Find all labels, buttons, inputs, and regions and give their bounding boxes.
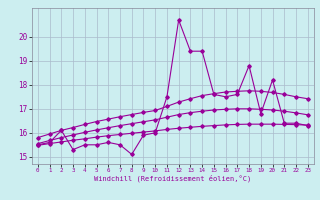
X-axis label: Windchill (Refroidissement éolien,°C): Windchill (Refroidissement éolien,°C): [94, 175, 252, 182]
